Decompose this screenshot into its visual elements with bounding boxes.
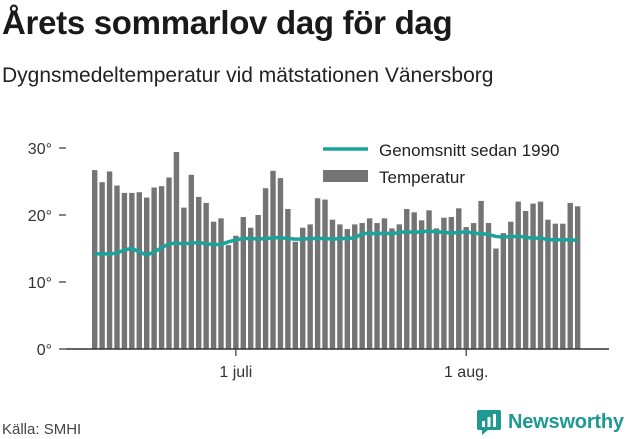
temperature-bar (233, 235, 239, 349)
temperature-bar (329, 219, 336, 349)
temperature-bar (433, 228, 440, 349)
y-tick-label: 0° (37, 342, 52, 359)
temperature-chart: 0° 10° 20° 30° 1 juli 1 aug. Genomsnitt seda… (28, 141, 609, 381)
temperature-bar (188, 174, 194, 349)
temperature-bar (381, 218, 388, 349)
temperature-bar (485, 223, 492, 349)
temperature-bar (337, 224, 343, 349)
temperature-bar (522, 210, 529, 349)
temperature-bar (537, 201, 544, 349)
temperature-bar (374, 223, 380, 349)
legend-bar-swatch (323, 170, 368, 182)
temperature-bar (552, 223, 559, 349)
temperature-bar (196, 196, 202, 349)
legend-label-temperature: Temperatur (379, 168, 465, 187)
temperature-bar (574, 206, 581, 349)
y-tick-label: 20° (28, 208, 52, 225)
temperature-bar (181, 207, 187, 349)
temperature-bar (359, 223, 365, 349)
temperature-bar (144, 197, 150, 349)
temperature-bar (366, 218, 373, 349)
temperature-bar (530, 203, 536, 349)
temperature-bar (470, 223, 477, 349)
brand-name: Newsworthy (508, 411, 624, 433)
temperature-bar (277, 178, 284, 349)
temperature-bar (307, 224, 313, 349)
temperature-bar (404, 208, 410, 349)
temperature-bar (99, 182, 105, 349)
x-tick-label: 1 aug. (444, 364, 488, 381)
legend-label-average: Genomsnitt sedan 1990 (379, 141, 560, 160)
temperature-bar (515, 201, 521, 349)
temperature-bar (129, 192, 135, 349)
temperature-bar (292, 241, 299, 349)
legend: Genomsnitt sedan 1990 Temperatur (323, 141, 560, 187)
temperature-bar (210, 221, 217, 349)
source-note: Källa: SMHI (2, 421, 82, 438)
temperature-bar (441, 217, 447, 349)
temperature-bar (389, 228, 395, 349)
average-temperature-line (94, 229, 578, 257)
temperature-bar (203, 202, 209, 349)
temperature-bar (418, 220, 425, 349)
temperature-bar (448, 217, 455, 349)
temperature-bar (158, 186, 165, 349)
temperature-bar (255, 215, 261, 349)
newsworthy-chart-bubble-icon (477, 410, 501, 435)
temperature-bar (106, 171, 113, 349)
temperature-bar (270, 170, 276, 349)
temperature-bar (285, 208, 291, 349)
temperature-bar (352, 224, 358, 349)
temperature-bar (567, 202, 573, 349)
x-tick-label: 1 juli (219, 364, 252, 381)
temperature-bars (92, 152, 581, 349)
chart-subtitle: Dygnsmedeltemperatur vid mätstationen Vä… (2, 64, 494, 87)
temperature-bar (322, 199, 328, 349)
temperature-bar (248, 227, 254, 349)
y-tick-label: 10° (28, 275, 52, 292)
temperature-bar (426, 210, 432, 349)
temperature-bar (262, 188, 269, 349)
average-line-layer (94, 229, 578, 257)
brand-logo: Newsworthy (476, 409, 624, 436)
temperature-bar (493, 248, 499, 349)
temperature-bar (560, 223, 566, 349)
x-axis: 1 juli 1 aug. (219, 349, 488, 381)
y-tick-label: 30° (28, 141, 52, 158)
temperature-bar (166, 177, 172, 349)
temperature-bar (114, 185, 120, 349)
temperature-bar (300, 227, 306, 349)
temperature-bar (478, 200, 484, 349)
temperature-bar (463, 227, 469, 349)
temperature-bar (225, 245, 232, 349)
temperature-bar (545, 219, 551, 349)
temperature-bar (500, 233, 507, 349)
temperature-bar (396, 224, 403, 349)
temperature-bar (314, 198, 321, 349)
temperature-bar (151, 187, 157, 349)
temperature-bar (92, 170, 98, 349)
temperature-bar (136, 192, 142, 349)
temperature-bar (173, 152, 180, 349)
temperature-bar (344, 229, 351, 349)
temperature-bar (456, 208, 462, 349)
temperature-bar (121, 192, 128, 349)
temperature-bar (411, 212, 417, 349)
y-axis: 0° 10° 20° 30° (28, 141, 66, 359)
temperature-bar (218, 218, 224, 349)
temperature-bar (508, 221, 514, 349)
chart-title: Årets sommarlov dag för dag (2, 4, 453, 41)
temperature-bar (240, 217, 246, 349)
